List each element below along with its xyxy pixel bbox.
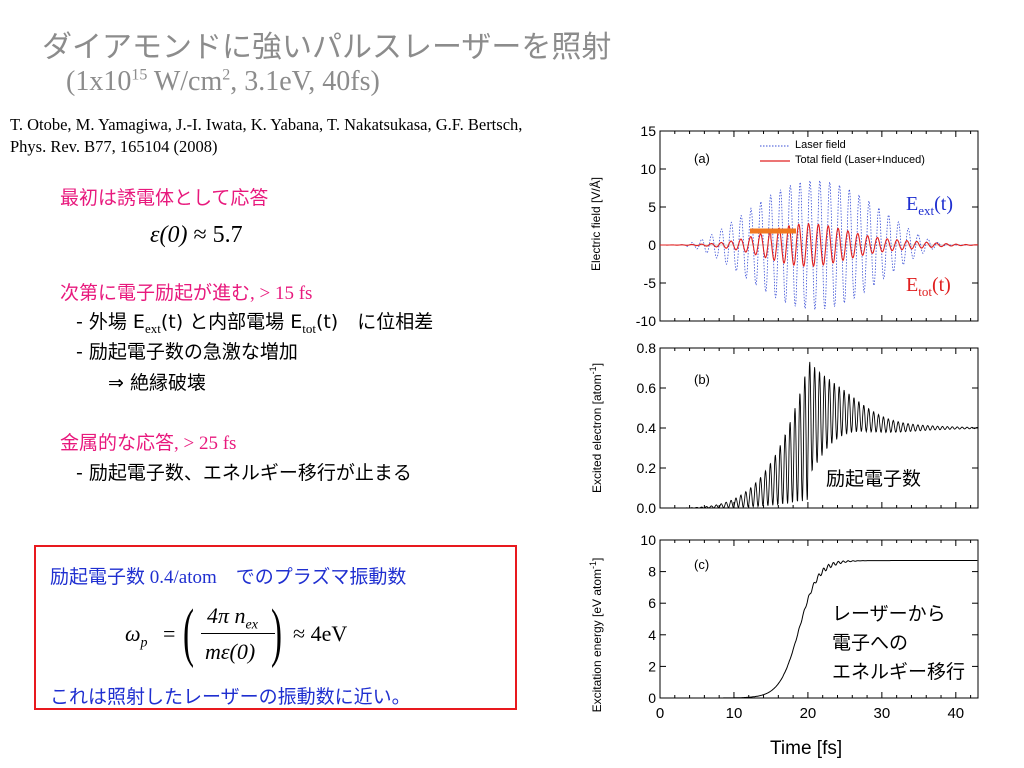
panel-a-ytick-label: 15: [640, 123, 656, 139]
time-tick-label: 0: [656, 705, 664, 722]
panel-a-electric-field: 15 10 5 0 -5 -10: [636, 123, 979, 329]
citation: T. Otobe, M. Yamagiwa, J.-I. Iwata, K. Y…: [10, 114, 522, 158]
plasma-frequency-box: [34, 545, 517, 710]
panel-b-ytick-label: 0.4: [637, 420, 657, 436]
time-tick-label: 10: [726, 705, 743, 722]
breakdown-item: ⇒ 絶縁破壊: [108, 372, 206, 394]
phase-difference-item: - 外場 Eext(t) と内部電場 Etot(t) に位相差: [76, 311, 434, 336]
panel-c-ytick-label: 10: [640, 532, 656, 548]
section-dielectric-heading: 最初は誘電体として応答: [60, 187, 269, 209]
excited-electron-annotation: 励起電子数: [826, 468, 922, 490]
panel-c-ytick-label: 8: [648, 564, 656, 580]
panel-c-ytick-label: 6: [648, 595, 656, 611]
panel-a-ytick-label: 0: [648, 237, 656, 253]
saturation-item: - 励起電子数、エネルギー移行が止まる: [76, 462, 412, 484]
legend-laser-field: Laser field: [795, 139, 846, 151]
plasma-frequency-equation: ωp = ( 4π nex mε(0) ) ≈ 4eV: [125, 596, 348, 669]
panel-a-ytick-label: -10: [636, 313, 656, 329]
time-tick-label: 20: [800, 705, 817, 722]
energy-transfer-annotation: レーザーから 電子への エネルギー移行: [832, 603, 966, 683]
eext-annotation: Eext(t): [906, 193, 953, 218]
time-tick-label: 30: [874, 705, 891, 722]
time-axis: 0 10 20 30 40: [656, 705, 964, 722]
panel-b-ytick-label: 0.2: [637, 460, 657, 476]
slide-subtitle: (1x1015 W/cm2, 3.1eV, 40fs): [66, 66, 380, 97]
box-line-laser-frequency: これは照射したレーザーの振動数に近い。: [50, 686, 411, 708]
rapid-increase-item: - 励起電子数の急激な増加: [76, 341, 298, 363]
panel-c-ylabel: Excitation energy [eV atom-1]: [588, 557, 604, 713]
panel-b-excited-electrons: 0.8 0.6 0.4 0.2 0.0: [637, 340, 979, 516]
legend-total-field: Total field (Laser+Induced): [795, 154, 925, 166]
panel-c-excitation-energy: 10 8 6 4 2 0: [640, 532, 979, 706]
panel-b-ylabel: Excited electron [atom-1]: [588, 362, 604, 494]
time-axis-label: Time [fs]: [770, 738, 843, 759]
panel-b-tag: (b): [694, 372, 710, 387]
dielectric-equation: ε(0) ≈ 5.7: [150, 222, 243, 248]
panel-c-tag: (c): [694, 557, 710, 572]
panel-b-ytick-label: 0.8: [637, 340, 657, 356]
panel-a-ytick-label: 5: [648, 199, 656, 215]
laser-field-curve: [660, 179, 978, 310]
panel-b-ytick-label: 0.6: [637, 380, 657, 396]
panel-a-tag: (a): [694, 151, 710, 166]
panel-a-ytick-label: 10: [640, 161, 656, 177]
slide-title: ダイアモンドに強いパルスレーザーを照射: [42, 30, 612, 65]
panel-a-frame: [659, 130, 979, 322]
panel-c-frame: [659, 539, 979, 699]
section-metallic-heading: 金属的な応答, > 25 fs: [60, 432, 237, 454]
panel-c-ytick-label: 4: [648, 627, 656, 643]
time-tick-label: 40: [947, 705, 964, 722]
panel-c-ytick-label: 2: [648, 658, 656, 674]
excitation-energy-curve: [660, 560, 978, 699]
panel-a-ytick-label: -5: [644, 275, 657, 291]
citation-line-authors: T. Otobe, M. Yamagiwa, J.-I. Iwata, K. Y…: [10, 115, 523, 134]
citation-line-journal: Phys. Rev. B77, 165104 (2008): [10, 137, 218, 156]
etot-annotation: Etot(t): [906, 274, 951, 299]
box-line-plasma: 励起電子数 0.4/atom でのプラズマ振動数: [50, 566, 407, 588]
panel-a-ylabel: Electric field [V/Å]: [589, 176, 603, 272]
section-excitation-heading: 次第に電子励起が進む, > 15 fs: [60, 282, 313, 304]
excited-electron-curve: [660, 361, 979, 509]
panel-b-ytick-label: 0.0: [637, 500, 657, 516]
total-field-curve: [660, 222, 979, 268]
panel-c-ytick-label: 0: [648, 690, 656, 706]
